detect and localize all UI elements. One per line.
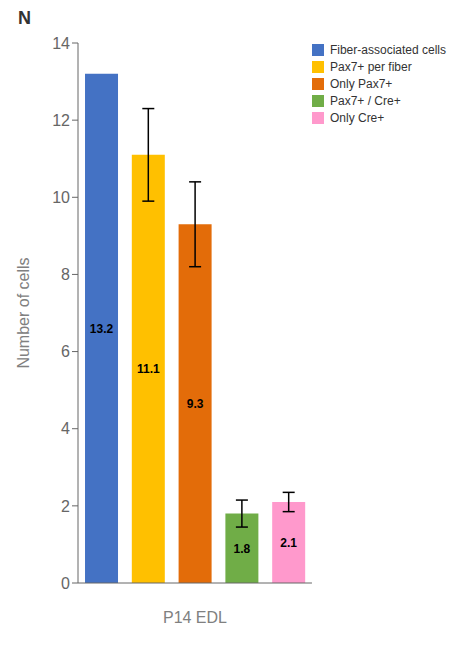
html-text:N: N <box>18 8 31 28</box>
svg-text:13.2: 13.2 <box>90 322 114 336</box>
svg-text:4: 4 <box>61 420 70 437</box>
svg-text:Number of cells: Number of cells <box>15 257 32 368</box>
svg-text:8: 8 <box>61 266 70 283</box>
svg-text:6: 6 <box>61 343 70 360</box>
svg-text:11.1: 11.1 <box>137 362 160 376</box>
svg-text:P14 EDL: P14 EDL <box>163 609 227 626</box>
svg-text:2: 2 <box>61 498 70 515</box>
html-text:Only Pax7+: Only Pax7+ <box>330 77 393 91</box>
svg-text:2.1: 2.1 <box>280 536 297 550</box>
svg-text:10: 10 <box>52 189 70 206</box>
svg-text:12: 12 <box>52 112 70 129</box>
html-text:Only Cre+: Only Cre+ <box>330 111 385 125</box>
html-text:Fiber-associated cells: Fiber-associated cells <box>330 43 446 57</box>
svg-text:9.3: 9.3 <box>187 397 204 411</box>
svg-text:0: 0 <box>61 575 70 592</box>
html-text:Pax7+ / Cre+: Pax7+ / Cre+ <box>330 94 401 108</box>
svg-text:14: 14 <box>52 35 70 52</box>
svg-text:1.8: 1.8 <box>234 542 251 556</box>
html-text:Pax7+ per fiber: Pax7+ per fiber <box>330 60 412 74</box>
